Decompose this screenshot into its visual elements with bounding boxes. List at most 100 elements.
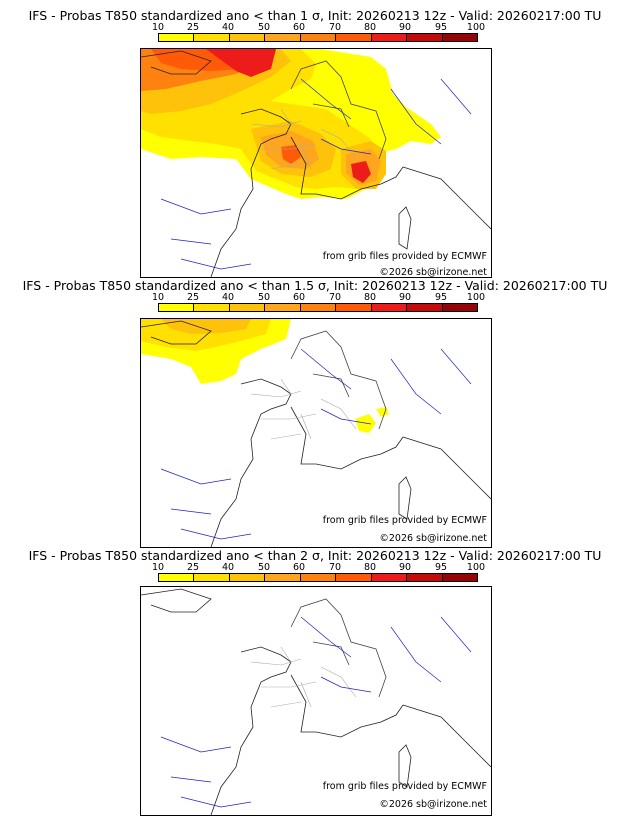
scale-label: 25 <box>186 292 200 303</box>
map-svg <box>141 319 491 547</box>
scale-label: 70 <box>328 22 342 33</box>
scale-label: 40 <box>221 292 235 303</box>
admin-borders <box>250 646 357 708</box>
scale-label: 10 <box>151 292 165 303</box>
rivers <box>160 348 472 540</box>
scale-swatch <box>159 574 195 581</box>
scale-swatch <box>407 574 443 581</box>
probability-map: from grib files provided by ECMWF ©2026 … <box>140 48 492 278</box>
scale-label: 70 <box>328 292 342 303</box>
scale-label: 80 <box>363 22 377 33</box>
scale-label: 95 <box>434 22 448 33</box>
color-scale-bar <box>158 303 478 312</box>
scale-swatch <box>407 34 443 41</box>
corsica-island <box>398 476 412 520</box>
scale-label: 80 <box>363 292 377 303</box>
map-svg <box>141 49 491 277</box>
scale-swatch <box>442 574 477 581</box>
source-credit: from grib files provided by ECMWF <box>322 251 487 262</box>
corsica-island <box>398 744 412 788</box>
scale-label: 25 <box>186 562 200 573</box>
admin-borders <box>250 378 357 440</box>
scale-label: 100 <box>466 292 486 303</box>
scale-swatch <box>336 304 372 311</box>
coastline <box>141 320 491 547</box>
country-borders <box>290 60 387 160</box>
map-panel-1: IFS - Probas T850 standardized ano < tha… <box>0 8 630 280</box>
scale-label: 90 <box>398 292 412 303</box>
color-scale-labels: 10 25 40 50 60 70 80 90 95 100 <box>152 22 485 33</box>
prob-area-80 <box>206 49 276 77</box>
scale-swatch <box>159 304 195 311</box>
scale-label: 60 <box>292 292 306 303</box>
scale-label: 100 <box>466 22 486 33</box>
scale-swatch <box>265 574 301 581</box>
country-borders <box>290 330 387 430</box>
scale-label: 50 <box>257 292 271 303</box>
admin-borders <box>250 108 357 170</box>
prob-area-40 <box>161 319 251 334</box>
scale-swatch <box>265 304 301 311</box>
country-borders <box>290 598 387 698</box>
scale-swatch <box>371 304 408 311</box>
color-scale-bar <box>158 33 478 42</box>
copyright-credit: ©2026 sb@irizone.net <box>379 799 487 810</box>
scale-label: 100 <box>466 562 486 573</box>
map-panel-3: IFS - Probas T850 standardized ano < tha… <box>0 548 630 820</box>
source-credit: from grib files provided by ECMWF <box>322 515 487 526</box>
map-panel-2: IFS - Probas T850 standardized ano < tha… <box>0 278 630 550</box>
scale-swatch <box>300 304 337 311</box>
prob-area-80b <box>351 161 371 183</box>
scale-swatch <box>336 574 372 581</box>
prob-area-70b <box>281 145 301 164</box>
scale-label: 60 <box>292 22 306 33</box>
scale-label: 95 <box>434 562 448 573</box>
scale-label: 40 <box>221 562 235 573</box>
rivers <box>160 616 472 808</box>
scale-label: 70 <box>328 562 342 573</box>
scale-swatch <box>371 34 408 41</box>
scale-label: 50 <box>257 22 271 33</box>
scale-label: 40 <box>221 22 235 33</box>
coastline <box>141 50 491 277</box>
prob-area-10c <box>376 407 389 417</box>
panel-title: IFS - Probas T850 standardized ano < tha… <box>28 548 602 563</box>
scale-swatch <box>300 34 337 41</box>
panel-title: IFS - Probas T850 standardized ano < tha… <box>22 278 608 293</box>
scale-swatch <box>371 574 408 581</box>
scale-label: 25 <box>186 22 200 33</box>
scale-swatch <box>442 304 477 311</box>
copyright-credit: ©2026 sb@irizone.net <box>379 533 487 544</box>
copyright-credit: ©2026 sb@irizone.net <box>379 267 487 278</box>
source-credit: from grib files provided by ECMWF <box>322 781 487 792</box>
scale-label: 90 <box>398 562 412 573</box>
scale-swatch <box>194 304 230 311</box>
scale-swatch <box>229 304 266 311</box>
color-scale-bar <box>158 573 478 582</box>
scale-label: 90 <box>398 22 412 33</box>
scale-label: 80 <box>363 562 377 573</box>
scale-swatch <box>265 34 301 41</box>
color-scale-labels: 10 25 40 50 60 70 80 90 95 100 <box>152 562 485 573</box>
coastline <box>141 588 491 815</box>
probability-map: from grib files provided by ECMWF ©2026 … <box>140 318 492 548</box>
color-scale-labels: 10 25 40 50 60 70 80 90 95 100 <box>152 292 485 303</box>
rivers <box>160 78 472 270</box>
scale-label: 10 <box>151 22 165 33</box>
scale-label: 95 <box>434 292 448 303</box>
scale-swatch <box>194 574 230 581</box>
scale-label: 60 <box>292 562 306 573</box>
scale-swatch <box>194 34 230 41</box>
scale-label: 10 <box>151 562 165 573</box>
scale-label: 50 <box>257 562 271 573</box>
probability-map: from grib files provided by ECMWF ©2026 … <box>140 586 492 816</box>
map-svg <box>141 588 491 815</box>
scale-swatch <box>300 574 337 581</box>
scale-swatch <box>229 34 266 41</box>
panel-title: IFS - Probas T850 standardized ano < tha… <box>28 8 602 23</box>
scale-swatch <box>336 34 372 41</box>
scale-swatch <box>407 304 443 311</box>
scale-swatch <box>159 34 195 41</box>
scale-swatch <box>229 574 266 581</box>
prob-area-10b <box>355 414 376 433</box>
